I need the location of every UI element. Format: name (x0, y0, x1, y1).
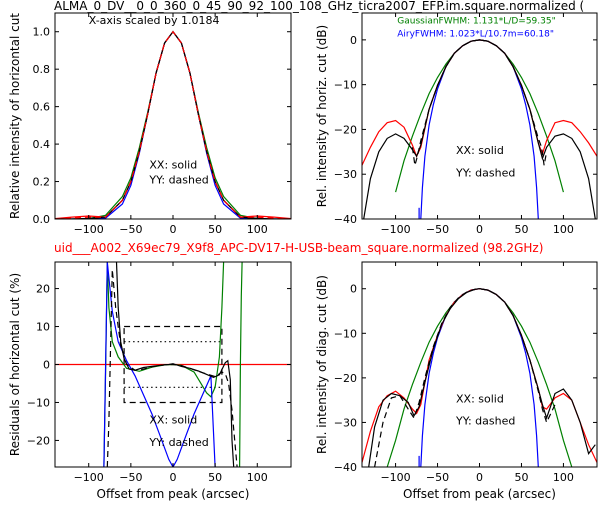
x-tick-label: 50 (514, 223, 528, 236)
top-title: ALMA_0_DV__0_0_360_0_45_90_92_100_108_GH… (54, 0, 584, 13)
annotation: YY: dashed (455, 166, 515, 179)
x-tick-label: −100 (74, 223, 104, 236)
annotation: XX: solid (456, 392, 504, 405)
x-tick-label: −100 (380, 223, 410, 236)
x-tick-label: 0 (476, 223, 483, 236)
y-axis-label: Rel. intensity of diag. cut (dB) (315, 275, 329, 454)
annotation: YY: dashed (148, 173, 208, 186)
x-tick-label: −50 (119, 223, 142, 236)
middle-title: uid___A002_X69ec79_X9f8_APC-DV17-H-USB-b… (54, 241, 543, 255)
y-tick-label: 0.8 (33, 63, 51, 76)
series-line-3 (55, 30, 291, 219)
x-tick-label: 100 (553, 471, 574, 484)
y-axis-label: Rel. intensity of horiz. cut (dB) (315, 25, 329, 207)
annotation: YY: dashed (455, 415, 515, 428)
annotation: X-axis scaled by 1.0184 (89, 14, 220, 27)
y-tick-label: −20 (334, 123, 357, 136)
y-tick-label: 0 (350, 283, 357, 296)
y-tick-label: 1.0 (33, 26, 51, 39)
y-tick-label: −20 (334, 372, 357, 385)
x-tick-label: 100 (247, 471, 268, 484)
y-tick-label: 0.2 (33, 176, 51, 189)
series-line-3 (363, 39, 596, 219)
y-tick-label: 0 (350, 34, 357, 47)
series-line-4 (411, 39, 548, 166)
y-tick-label: −10 (334, 79, 357, 92)
x-tick-label: −50 (426, 223, 449, 236)
annotation: XX: solid (149, 158, 197, 171)
y-tick-label: 0.4 (33, 138, 51, 151)
x-tick-label: 50 (208, 223, 222, 236)
y-tick-label: −30 (334, 416, 357, 429)
x-tick-label: 50 (208, 471, 222, 484)
series-line-1 (420, 39, 539, 219)
series-group (55, 262, 291, 467)
annotation: YY: dashed (148, 436, 208, 449)
x-tick-label: −50 (119, 471, 142, 484)
series-group (362, 39, 597, 219)
y-tick-label: −40 (334, 461, 357, 474)
y-tick-label: 0.6 (33, 101, 51, 114)
annotation: AiryFWHM: 1.023*L/10.7m=60.18" (397, 30, 554, 40)
x-axis-label: Offset from peak (arcsec) (403, 487, 556, 501)
annotation: XX: solid (456, 144, 504, 157)
plot-frame (54, 12, 292, 220)
y-axis-label: Relative intensity of horizontal cut (8, 13, 22, 219)
y-tick-label: −10 (334, 327, 357, 340)
series-line-5 (239, 262, 243, 467)
series-line-0 (55, 30, 291, 219)
series-line-5 (374, 288, 556, 467)
x-tick-label: 0 (170, 471, 177, 484)
series-line-5 (55, 30, 291, 219)
series-group (55, 30, 291, 219)
y-tick-label: −10 (27, 396, 50, 409)
series-line-1 (55, 30, 291, 219)
annotation: XX: solid (149, 413, 197, 426)
panels: −100 −50 0 50 1000.00.20.40.60.81.0Relative … (8, 12, 598, 501)
x-tick-label: −50 (426, 471, 449, 484)
series-line-0 (386, 288, 573, 467)
y-tick-label: 20 (36, 283, 50, 296)
x-tick-label: 0 (170, 223, 177, 236)
y-tick-label: 0.0 (33, 213, 51, 226)
panel-top-left: −100 −50 0 50 100 0.0 0.2 0.4 0.6 0.8 1.0 Relative … (8, 12, 292, 236)
x-tick-label: 100 (247, 223, 268, 236)
series-group (362, 288, 597, 467)
y-tick-label: −40 (334, 213, 357, 226)
series-line-4 (368, 288, 596, 467)
x-tick-label: 50 (514, 471, 528, 484)
series-line-6 (103, 262, 216, 467)
series-line-1 (123, 325, 223, 404)
y-tick-label: −30 (334, 168, 357, 181)
x-tick-label: −100 (74, 471, 104, 484)
annotation: GaussianFWHM: 1.131*L/D=59.35" (397, 16, 555, 26)
y-tick-label: 10 (36, 321, 50, 334)
x-tick-label: 0 (476, 471, 483, 484)
y-tick-label: 0 (43, 359, 50, 372)
x-tick-label: −100 (380, 471, 410, 484)
x-tick-label: 100 (553, 223, 574, 236)
series-line-8 (106, 269, 238, 467)
y-tick-label: −20 (27, 434, 50, 447)
series-line-2 (55, 30, 291, 219)
x-axis-label: Offset from peak (arcsec) (97, 487, 250, 501)
series-line-4 (55, 30, 291, 219)
series-line-1 (420, 288, 539, 467)
y-axis-label: Residuals of horizontal cut (%) (8, 273, 22, 456)
